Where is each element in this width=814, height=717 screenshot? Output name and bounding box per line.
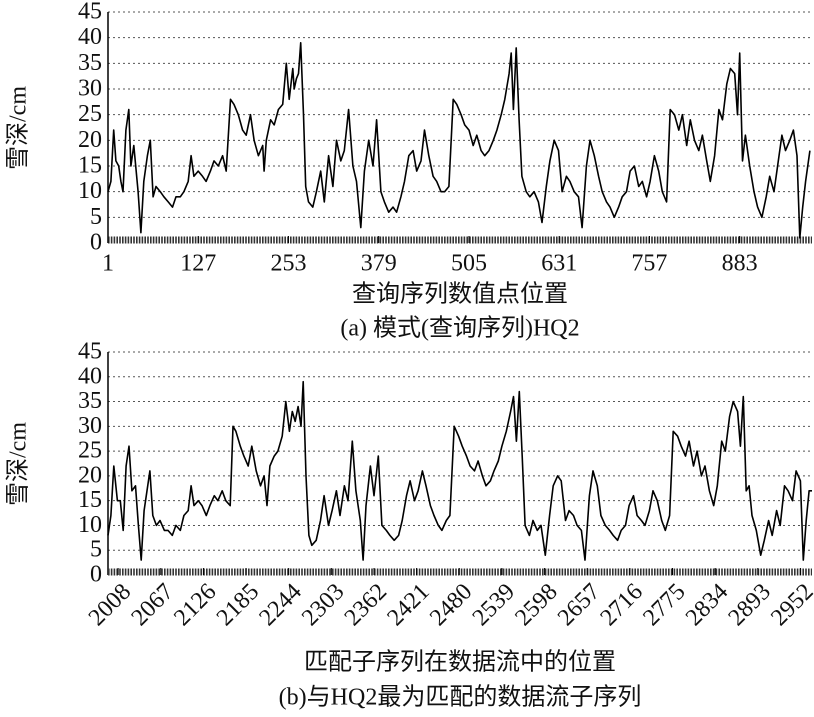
y-axis-label: 雪深/cm — [5, 86, 32, 170]
data-line — [107, 42, 811, 239]
y-tick-label: 25 — [78, 438, 102, 464]
x-tick-label: 2834 — [681, 579, 733, 631]
x-tick-label: 2185 — [212, 579, 264, 631]
y-tick-label: 15 — [78, 153, 102, 179]
x-tick-label: 757 — [631, 251, 667, 277]
x-tick-label: 2952 — [766, 579, 814, 631]
x-tick-label: 2362 — [340, 579, 392, 631]
y-tick-label: 30 — [78, 413, 102, 439]
y-tick-label: 30 — [78, 76, 102, 102]
x-tick-label: 1 — [102, 251, 114, 277]
x-tick-label: 253 — [270, 251, 306, 277]
y-tick-label: 25 — [78, 101, 102, 127]
x-tick-label: 2067 — [127, 579, 179, 631]
x-tick-label: 2716 — [596, 579, 648, 631]
x-axis-label: 匹配子序列在数据流中的位置 — [304, 649, 616, 676]
x-tick-label: 127 — [180, 251, 216, 277]
caption: (b)与HQ2最为匹配的数据流子序列 — [279, 684, 642, 711]
y-tick-label: 35 — [78, 50, 102, 76]
y-tick-label: 10 — [78, 512, 102, 538]
y-tick-label: 5 — [90, 537, 102, 563]
x-tick-label: 2421 — [382, 579, 434, 631]
y-tick-label: 10 — [78, 178, 102, 204]
x-tick-label: 2893 — [724, 579, 776, 631]
y-tick-label: 45 — [78, 339, 102, 365]
x-tick-label: 2303 — [297, 579, 349, 631]
y-tick-label: 0 — [90, 230, 102, 256]
x-axis-label: 查询序列数值点位置 — [352, 281, 568, 308]
y-tick-label: 35 — [78, 388, 102, 414]
y-tick-label: 15 — [78, 487, 102, 513]
x-tick-label: 505 — [451, 251, 487, 277]
y-tick-label: 20 — [78, 127, 102, 153]
x-tick-label: 2775 — [638, 579, 690, 631]
x-tick-label: 2539 — [468, 579, 520, 631]
y-tick-label: 40 — [78, 363, 102, 389]
x-tick-label: 2126 — [169, 579, 221, 631]
y-axis-label: 雪深/cm — [5, 422, 32, 506]
y-tick-label: 40 — [78, 24, 102, 50]
x-tick-label: 631 — [541, 251, 577, 277]
x-tick-label: 2480 — [425, 579, 477, 631]
y-tick-label: 45 — [78, 0, 102, 25]
y-tick-label: 0 — [90, 562, 102, 588]
x-tick-label: 2598 — [510, 579, 562, 631]
y-tick-label: 5 — [90, 204, 102, 230]
x-tick-label: 2244 — [255, 579, 307, 631]
data-line — [107, 380, 812, 561]
caption: (a) 模式(查询序列)HQ2 — [340, 315, 579, 342]
x-tick-label: 2657 — [553, 579, 605, 631]
x-tick-label: 883 — [722, 251, 758, 277]
x-tick-label: 379 — [361, 251, 397, 277]
y-tick-label: 20 — [78, 462, 102, 488]
